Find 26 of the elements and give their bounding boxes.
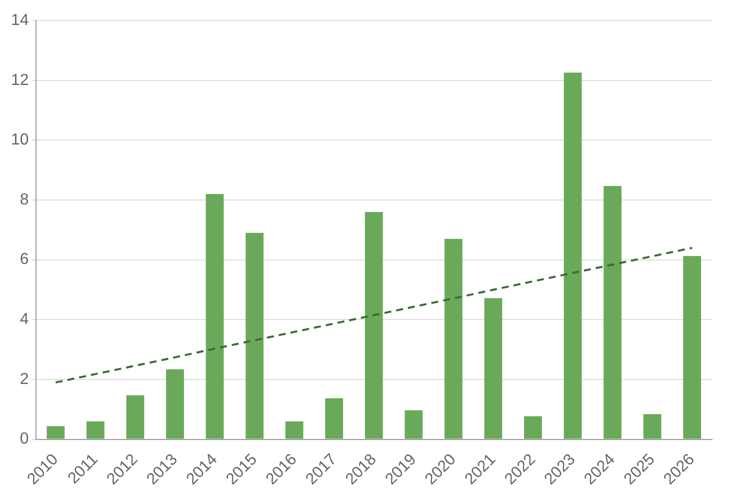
bar	[404, 410, 423, 439]
bar	[166, 369, 184, 439]
y-tick-label: 6	[20, 251, 29, 268]
y-tick-label: 2	[20, 370, 29, 388]
bar	[643, 414, 662, 439]
y-tick-label: 14	[11, 12, 29, 30]
bar	[325, 398, 344, 439]
y-tick-label: 12	[11, 72, 29, 89]
bar	[86, 421, 104, 439]
bar	[564, 72, 582, 439]
bar	[524, 416, 542, 439]
bar	[46, 426, 65, 439]
line-series	[54, 246, 694, 384]
y-tick-label: 0	[20, 430, 29, 448]
bar	[246, 232, 264, 439]
bar	[126, 395, 144, 439]
bar	[484, 298, 502, 439]
bar	[285, 421, 304, 439]
bar	[604, 186, 622, 439]
y-tick-label: 10	[11, 132, 29, 149]
y-tick-label: 8	[20, 191, 29, 208]
bar	[364, 212, 383, 439]
bar	[206, 194, 224, 439]
bar	[683, 256, 702, 439]
y-tick-label: 4	[20, 311, 29, 328]
bar	[444, 238, 462, 439]
